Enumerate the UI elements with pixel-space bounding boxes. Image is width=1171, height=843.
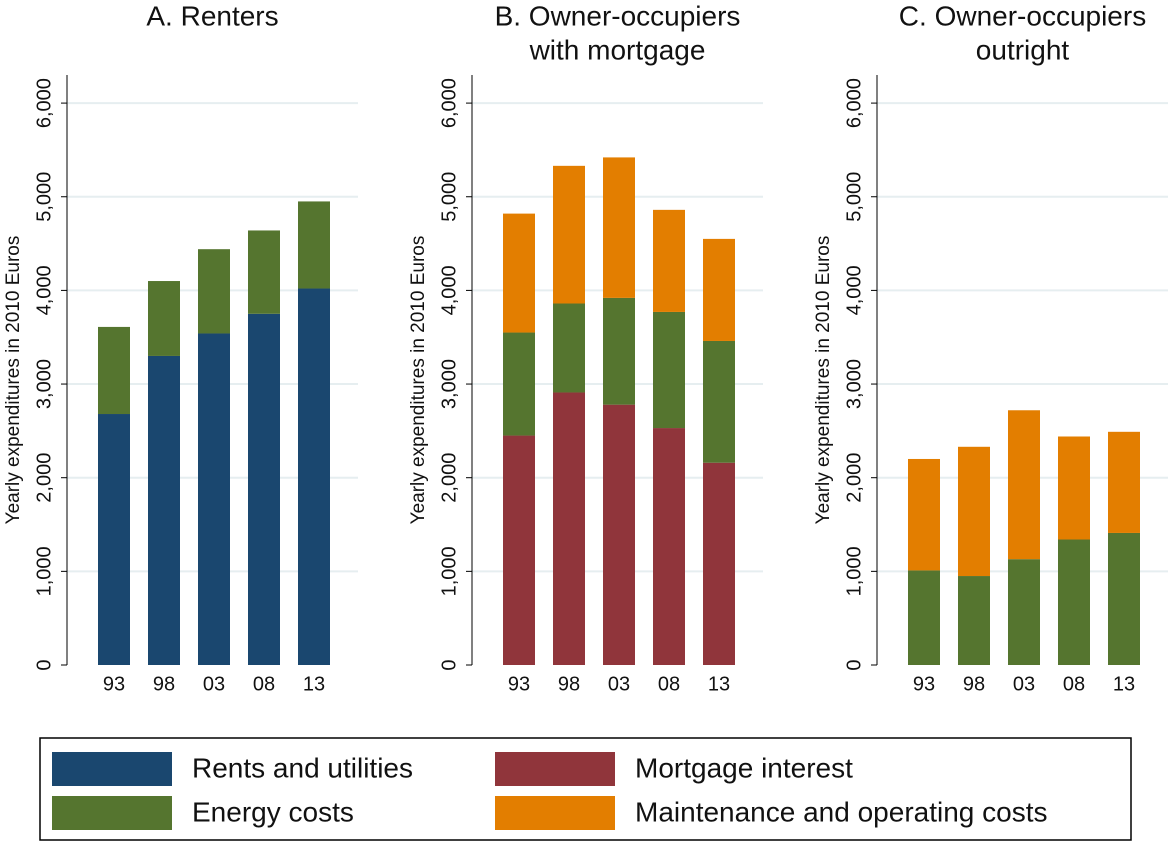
bar-segment bbox=[603, 297, 635, 405]
bar-segment bbox=[148, 281, 180, 356]
x-tick-label: 13 bbox=[708, 673, 730, 695]
bar-segment bbox=[553, 303, 585, 393]
y-tick-label: 0 bbox=[843, 659, 865, 670]
chart-title: B. Owner-occupiers bbox=[495, 0, 741, 31]
x-tick-label: 93 bbox=[508, 673, 530, 695]
y-tick-label: 1,000 bbox=[438, 546, 460, 596]
x-tick-label: 03 bbox=[1013, 673, 1035, 695]
legend-swatch bbox=[52, 752, 172, 786]
y-tick-label: 0 bbox=[438, 659, 460, 670]
y-tick-label: 4,000 bbox=[33, 265, 55, 315]
y-tick-label: 6,000 bbox=[33, 78, 55, 128]
legend-label: Mortgage interest bbox=[635, 752, 853, 783]
y-tick-label: 5,000 bbox=[33, 172, 55, 222]
y-tick-label: 6,000 bbox=[843, 78, 865, 128]
x-tick-label: 03 bbox=[608, 673, 630, 695]
bar-segment bbox=[1108, 431, 1140, 533]
bar-segment bbox=[503, 332, 535, 436]
legend-swatch bbox=[495, 796, 615, 830]
bar-segment bbox=[603, 404, 635, 665]
bar-segment bbox=[1008, 559, 1040, 665]
x-tick-label: 93 bbox=[103, 673, 125, 695]
bar-segment bbox=[98, 326, 130, 415]
bar-segment bbox=[553, 165, 585, 304]
chart-title: C. Owner-occupiers bbox=[899, 0, 1146, 31]
bar-segment bbox=[503, 213, 535, 333]
bar-segment bbox=[653, 209, 685, 312]
x-tick-label: 08 bbox=[1063, 673, 1085, 695]
legend-label: Maintenance and operating costs bbox=[635, 796, 1048, 827]
bar-segment bbox=[98, 414, 130, 665]
y-tick-label: 5,000 bbox=[843, 172, 865, 222]
y-tick-label: 3,000 bbox=[33, 359, 55, 409]
bar-segment bbox=[1058, 436, 1090, 540]
x-tick-label: 08 bbox=[658, 673, 680, 695]
y-tick-label: 2,000 bbox=[33, 453, 55, 503]
x-tick-label: 98 bbox=[153, 673, 175, 695]
x-tick-label: 13 bbox=[1113, 673, 1135, 695]
y-tick-label: 3,000 bbox=[843, 359, 865, 409]
y-tick-label: 3,000 bbox=[438, 359, 460, 409]
bar-segment bbox=[703, 462, 735, 665]
bar-segment bbox=[703, 340, 735, 463]
bar-segment bbox=[248, 313, 280, 665]
bar-segment bbox=[553, 392, 585, 665]
bar-segment bbox=[603, 157, 635, 298]
legend-label: Rents and utilities bbox=[192, 752, 413, 783]
bar-segment bbox=[703, 238, 735, 341]
x-tick-label: 98 bbox=[558, 673, 580, 695]
bar-segment bbox=[1058, 539, 1090, 665]
bar-segment bbox=[198, 333, 230, 665]
bar-segment bbox=[958, 446, 990, 577]
bar-segment bbox=[198, 249, 230, 334]
y-tick-label: 2,000 bbox=[438, 453, 460, 503]
legend-label: Energy costs bbox=[192, 796, 354, 827]
y-tick-label: 4,000 bbox=[438, 265, 460, 315]
bar-segment bbox=[298, 201, 330, 289]
bar-segment bbox=[1008, 410, 1040, 560]
y-tick-label: 5,000 bbox=[438, 172, 460, 222]
bar-segment bbox=[248, 230, 280, 314]
chart-title: A. Renters bbox=[146, 0, 278, 31]
bar-segment bbox=[908, 570, 940, 665]
bar-segment bbox=[958, 576, 990, 665]
legend-swatch bbox=[495, 752, 615, 786]
x-tick-label: 08 bbox=[253, 673, 275, 695]
bar-segment bbox=[653, 311, 685, 429]
bar-segment bbox=[298, 288, 330, 665]
bar-segment bbox=[908, 458, 940, 571]
x-tick-label: 93 bbox=[913, 673, 935, 695]
x-tick-label: 98 bbox=[963, 673, 985, 695]
x-tick-label: 03 bbox=[203, 673, 225, 695]
y-tick-label: 2,000 bbox=[843, 453, 865, 503]
y-tick-label: 1,000 bbox=[33, 546, 55, 596]
y-tick-label: 4,000 bbox=[843, 265, 865, 315]
y-axis-label: Yearly expenditures in 2010 Euros bbox=[813, 236, 834, 525]
bar-segment bbox=[653, 428, 685, 665]
y-tick-label: 0 bbox=[33, 659, 55, 670]
chart-title: with mortgage bbox=[529, 34, 706, 65]
bar-segment bbox=[503, 435, 535, 665]
legend-box bbox=[39, 737, 1132, 841]
y-tick-label: 1,000 bbox=[843, 546, 865, 596]
chart-title: outright bbox=[976, 34, 1070, 65]
y-axis-label: Yearly expenditures in 2010 Euros bbox=[3, 236, 24, 525]
x-tick-label: 13 bbox=[303, 673, 325, 695]
bar-segment bbox=[1108, 532, 1140, 665]
y-axis-label: Yearly expenditures in 2010 Euros bbox=[408, 236, 429, 525]
legend-swatch bbox=[52, 796, 172, 830]
bar-segment bbox=[148, 355, 180, 665]
y-tick-label: 6,000 bbox=[438, 78, 460, 128]
